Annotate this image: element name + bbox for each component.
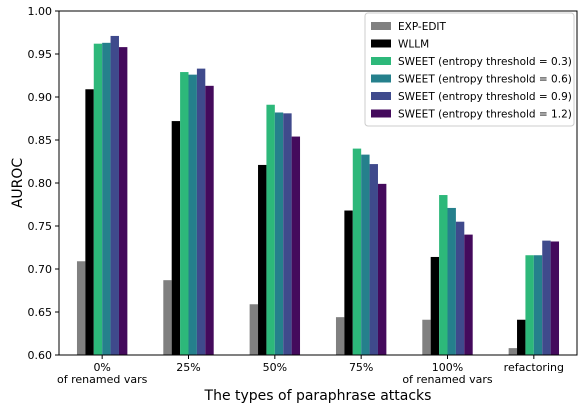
bar-sweet-entropy-threshold-0-3-0 [93,43,103,356]
bars-layer [76,35,560,356]
y-tick-label: 0.85 [28,134,53,147]
bar-sweet-entropy-threshold-0-6-2 [274,112,284,355]
bar-sweet-entropy-threshold-0-3-2 [266,104,275,356]
legend-swatch [371,74,391,83]
x-tick-label: of renamed vars [57,373,148,386]
legend-label: SWEET (entropy threshold = 0.3) [398,56,572,68]
legend-swatch [371,22,391,30]
bar-sweet-entropy-threshold-1-2-3 [377,183,387,355]
bar-exp-edit-1 [163,280,172,355]
x-tick-label: refactoring [504,361,564,374]
bar-sweet-entropy-threshold-0-3-5 [525,255,534,355]
bar-wllm-2 [258,164,267,355]
bar-sweet-entropy-threshold-1-2-0 [118,47,128,356]
bar-exp-edit-2 [249,304,259,355]
bar-exp-edit-5 [508,348,518,355]
bar-sweet-entropy-threshold-0-6-0 [102,42,111,355]
bar-exp-edit-0 [76,261,86,355]
bar-sweet-entropy-threshold-0-3-1 [180,72,189,355]
y-tick-label: 0.80 [28,177,53,190]
y-tick-label: 0.75 [28,220,53,233]
bar-sweet-entropy-threshold-1-2-4 [464,234,473,355]
y-tick-label: 0.60 [28,349,53,362]
bar-wllm-5 [517,319,526,355]
x-tick-label: 50% [263,361,287,374]
bar-sweet-entropy-threshold-0-6-3 [361,154,370,355]
legend-swatch [371,39,391,48]
bar-exp-edit-4 [422,319,431,355]
legend-swatch [371,109,391,118]
bar-sweet-entropy-threshold-0-9-1 [196,68,206,356]
bar-sweet-entropy-threshold-1-2-2 [291,136,301,355]
legend-label: EXP-EDIT [398,21,447,33]
legend-label: WLLM [398,39,429,51]
bar-sweet-entropy-threshold-0-6-4 [447,207,456,355]
bar-sweet-entropy-threshold-1-2-5 [550,241,560,355]
bar-sweet-entropy-threshold-0-9-2 [283,113,292,355]
legend: EXP-EDIT WLLM SWEET (entropy threshold = 0… [364,12,575,127]
legend-label: SWEET (entropy threshold = 0.9) [398,91,572,103]
x-tick-label: 75% [349,361,373,374]
x-axis-label: The types of paraphrase attacks [204,388,432,404]
y-tick-label: 0.95 [28,48,53,61]
bar-sweet-entropy-threshold-0-9-4 [455,221,465,355]
bar-sweet-entropy-threshold-0-9-3 [369,164,378,355]
y-tick-label: 0.90 [28,91,53,104]
x-tick-label: 25% [176,361,200,374]
x-tick-label: 0% [93,361,110,374]
y-tick-label: 0.70 [28,263,53,276]
bar-sweet-entropy-threshold-0-6-5 [533,255,543,355]
bar-wllm-1 [171,121,181,355]
legend-label: SWEET (entropy threshold = 0.6) [398,74,572,86]
bar-sweet-entropy-threshold-0-6-1 [188,74,197,355]
y-axis: 0.60 0.65 0.70 0.75 0.80 0.85 0.90 0.95 1.00 [28,5,59,362]
y-tick-label: 0.65 [28,306,53,319]
bar-wllm-3 [344,210,353,355]
x-tick-label: of renamed vars [402,373,493,386]
x-tick-label: 100% [432,361,463,374]
bar-wllm-4 [430,256,440,355]
bar-exp-edit-3 [335,317,345,355]
bar-sweet-entropy-threshold-0-3-4 [439,195,448,355]
legend-swatch [371,57,391,65]
y-axis-label: AUROC [10,158,26,209]
bar-sweet-entropy-threshold-0-3-3 [352,148,362,355]
legend-label: SWEET (entropy threshold = 1.2) [398,109,572,121]
bar-sweet-entropy-threshold-1-2-1 [205,85,214,355]
y-tick-label: 1.00 [28,5,53,18]
bar-sweet-entropy-threshold-0-9-5 [542,240,551,355]
bar-sweet-entropy-threshold-0-9-0 [110,35,119,355]
legend-swatch [371,92,391,100]
bar-wllm-0 [85,89,94,355]
legend-box [364,12,575,127]
